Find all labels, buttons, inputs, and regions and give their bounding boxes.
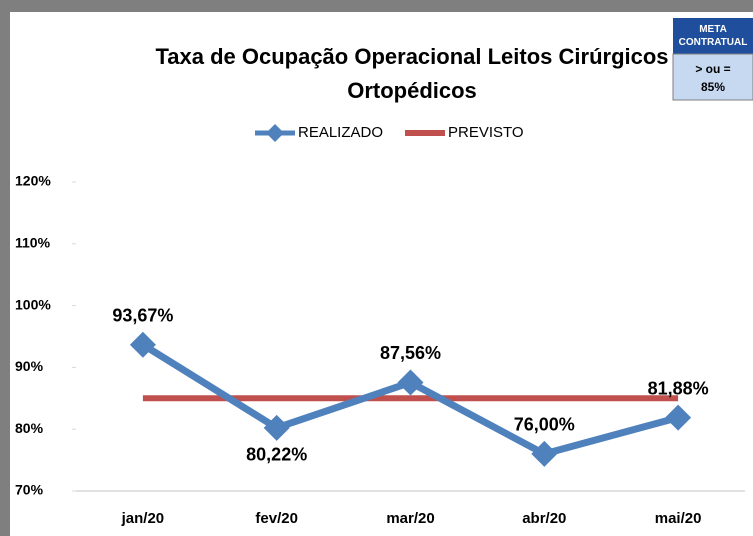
chart-title: Ortopédicos xyxy=(347,78,477,103)
y-tick-label: 120% xyxy=(15,173,51,189)
chart-area xyxy=(10,12,753,536)
annotation-body: > ou = xyxy=(695,62,730,76)
y-tick-label: 90% xyxy=(15,358,44,374)
x-tick-label: jan/20 xyxy=(121,510,165,527)
data-label: 76,00% xyxy=(514,415,575,435)
point-marker xyxy=(263,414,290,441)
data-label: 81,88% xyxy=(648,378,709,398)
data-label: 93,67% xyxy=(112,305,173,325)
annotation-header: META CONTRATUAL xyxy=(678,24,748,48)
point-marker xyxy=(397,369,424,396)
x-tick-label: abr/20 xyxy=(522,510,566,527)
point-marker xyxy=(531,440,558,467)
y-tick-label: 100% xyxy=(15,296,51,312)
y-tick-label: 110% xyxy=(15,235,51,251)
annotation-header-text: META CONTRATUAL xyxy=(678,24,748,48)
annotation-header-box xyxy=(673,18,753,54)
x-tick-label: mar/20 xyxy=(386,510,434,527)
legend-label: REALIZADO xyxy=(298,124,383,141)
y-tick-label: 70% xyxy=(15,482,44,498)
data-label: 80,22% xyxy=(246,445,307,465)
y-tick-label: 80% xyxy=(15,420,44,436)
data-label: 87,56% xyxy=(380,343,441,363)
x-tick-label: mai/20 xyxy=(655,510,702,527)
chart-title: Taxa de Ocupação Operacional Leitos Cirú… xyxy=(155,44,668,69)
legend-marker xyxy=(266,124,284,142)
point-marker xyxy=(129,331,156,358)
annotation-body-box xyxy=(672,53,753,101)
legend-label: PREVISTO xyxy=(448,124,524,141)
annotation-body: 85% xyxy=(701,80,725,94)
point-marker xyxy=(665,404,692,431)
x-tick-label: fev/20 xyxy=(255,510,298,527)
